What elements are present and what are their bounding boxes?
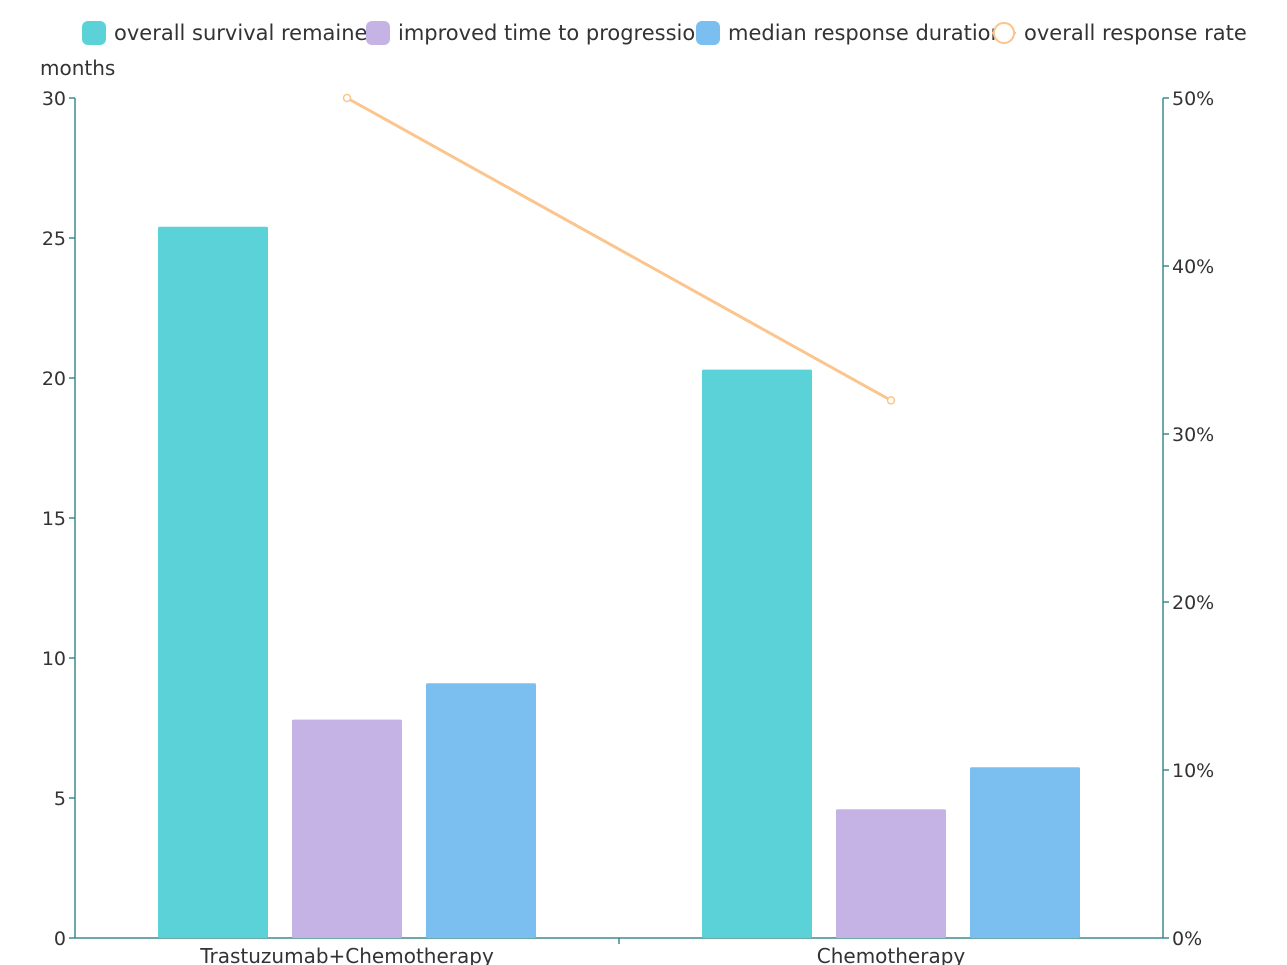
y-left-tick-label: 10 [42, 648, 66, 670]
legend-swatch [366, 21, 390, 45]
y-right-tick-label: 50% [1172, 88, 1214, 110]
y-left-tick-label: 5 [54, 788, 66, 810]
legend-swatch [696, 21, 720, 45]
y-left-tick-label: 0 [54, 928, 66, 950]
response-rate-line [342, 93, 896, 405]
legend-label: overall response rate [1024, 21, 1247, 45]
x-tick-label: Chemotherapy [817, 944, 966, 965]
legend: overall survival remained improved time t… [82, 21, 1247, 45]
bar [970, 767, 1080, 938]
legend-swatch-marker [993, 22, 1015, 44]
line-point [342, 93, 352, 103]
y-right-tick-label: 10% [1172, 760, 1214, 782]
bars [158, 226, 1080, 939]
y-left-tick-label: 20 [42, 368, 66, 390]
legend-label: overall survival remained [114, 21, 381, 45]
y-left-tick-label: 15 [42, 508, 66, 530]
legend-swatch [82, 21, 106, 45]
y-right-tick-label: 20% [1172, 592, 1214, 614]
legend-label: median response duration [728, 21, 1004, 45]
bar [702, 369, 812, 939]
x-tick-label: Trastuzumab+Chemotherapy [199, 944, 494, 965]
y-right-tick-label: 30% [1172, 424, 1214, 446]
bar [426, 683, 536, 938]
y-axis-unit-label: months [40, 56, 115, 80]
legend-label: improved time to progression [398, 21, 709, 45]
line-series-path [346, 96, 892, 402]
bar [158, 226, 268, 939]
axes: 0 5 10 15 20 25 30 0% 10% 20% 30% 40% 50% Trastuzumab… [42, 88, 1214, 965]
y-right-tick-label: 0% [1172, 928, 1202, 950]
bar [836, 809, 946, 938]
line-point [886, 396, 896, 405]
y-right-tick-label: 40% [1172, 256, 1214, 278]
y-left-tick-label: 25 [42, 228, 66, 250]
bar [292, 719, 402, 938]
y-left-tick-label: 30 [42, 88, 66, 110]
